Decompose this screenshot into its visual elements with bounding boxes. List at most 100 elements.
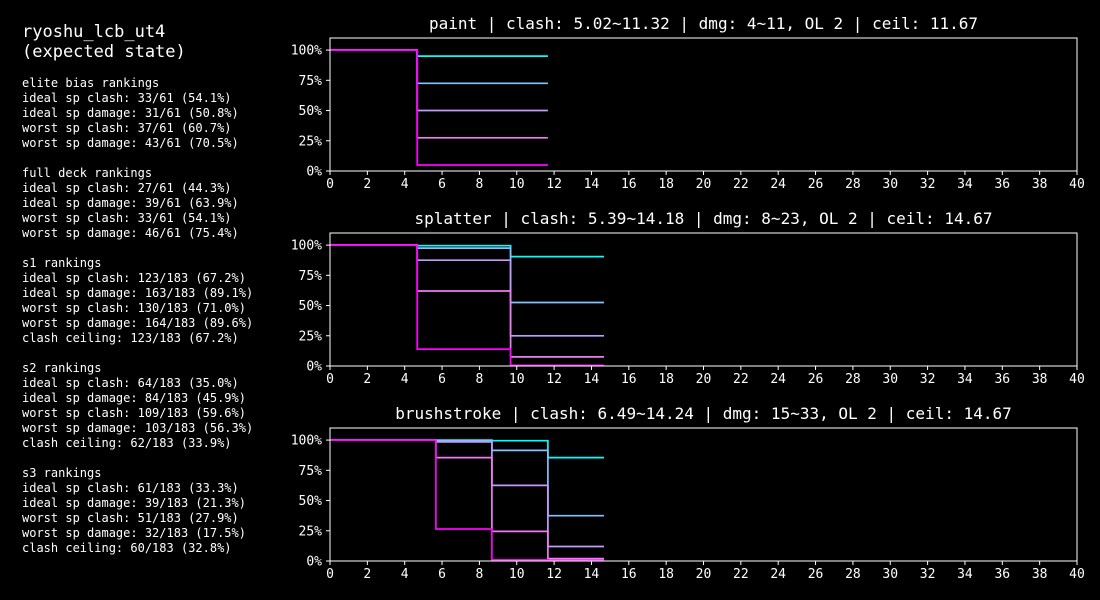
x-tick-label: 26	[808, 567, 824, 582]
series-line	[330, 244, 604, 258]
x-tick-label: 28	[845, 177, 861, 192]
x-tick-label: 14	[584, 372, 600, 387]
series-line	[330, 49, 548, 57]
plot-frame	[329, 232, 1078, 367]
x-tick-label: 40	[1069, 177, 1085, 192]
chart-title: paint | clash: 5.02~11.32 | dmg: 4~11, O…	[429, 14, 978, 33]
x-tick-label: 34	[957, 177, 973, 192]
section-heading: full deck rankings	[22, 166, 153, 180]
stat-line: ideal sp clash: 64/183 (35.0%)	[22, 376, 239, 390]
x-tick-label: 4	[401, 567, 409, 582]
x-tick-label: 24	[770, 177, 786, 192]
section-heading: s3 rankings	[22, 466, 102, 480]
x-tick-label: 30	[882, 567, 898, 582]
stat-line: ideal sp damage: 31/61 (50.8%)	[22, 106, 239, 120]
x-tick-label: 28	[845, 372, 861, 387]
x-tick-label: 24	[770, 372, 786, 387]
stat-line: ideal sp damage: 84/183 (45.9%)	[22, 391, 246, 405]
series-line	[330, 244, 604, 358]
plot-frame	[329, 37, 1078, 172]
x-tick-label: 12	[546, 177, 562, 192]
section-heading: s1 rankings	[22, 256, 102, 270]
x-tick-label: 20	[696, 177, 712, 192]
y-tick-label: 25%	[299, 524, 323, 539]
stat-line: clash ceiling: 62/183 (33.9%)	[22, 436, 232, 450]
section-elite-bias: elite bias rankings ideal sp clash: 33/6…	[22, 76, 292, 151]
series-line	[330, 244, 604, 304]
x-tick-label: 8	[475, 567, 483, 582]
x-tick-label: 40	[1069, 567, 1085, 582]
series-line	[330, 49, 548, 166]
stat-line: worst sp clash: 51/183 (27.9%)	[22, 511, 239, 525]
y-tick-label: 75%	[299, 464, 323, 479]
stat-line: ideal sp damage: 39/61 (63.9%)	[22, 196, 239, 210]
section-s2: s2 rankings ideal sp clash: 64/183 (35.0…	[22, 361, 292, 451]
x-tick-label: 10	[509, 372, 525, 387]
section-s3: s3 rankings ideal sp clash: 61/183 (33.3…	[22, 466, 292, 556]
x-tick-label: 24	[770, 567, 786, 582]
x-tick-label: 36	[994, 567, 1010, 582]
x-tick-label: 10	[509, 567, 525, 582]
x-tick-label: 32	[920, 177, 936, 192]
stat-line: ideal sp damage: 39/183 (21.3%)	[22, 496, 246, 510]
series-line	[330, 439, 604, 517]
x-tick-label: 22	[733, 567, 749, 582]
y-tick-label: 50%	[299, 494, 323, 509]
series-line	[330, 49, 548, 112]
chart-title: splatter | clash: 5.39~14.18 | dmg: 8~23…	[415, 209, 993, 228]
x-tick-label: 28	[845, 567, 861, 582]
stat-line: worst sp clash: 109/183 (59.6%)	[22, 406, 246, 420]
stat-line: ideal sp clash: 61/183 (33.3%)	[22, 481, 239, 495]
x-tick-label: 6	[438, 177, 446, 192]
series-line	[330, 439, 604, 548]
x-tick-label: 38	[1032, 177, 1048, 192]
section-heading: s2 rankings	[22, 361, 102, 375]
x-tick-label: 8	[475, 177, 483, 192]
x-tick-label: 32	[920, 372, 936, 387]
series-line	[330, 439, 604, 562]
x-tick-label: 16	[621, 177, 637, 192]
series-line	[330, 49, 548, 139]
x-tick-label: 4	[401, 177, 409, 192]
x-tick-label: 26	[808, 372, 824, 387]
y-tick-label: 50%	[299, 104, 323, 119]
chart-title: brushstroke | clash: 6.49~14.24 | dmg: 1…	[395, 404, 1012, 423]
x-tick-label: 36	[994, 372, 1010, 387]
stat-line: ideal sp damage: 163/183 (89.1%)	[22, 286, 254, 300]
x-tick-label: 6	[438, 372, 446, 387]
x-tick-label: 40	[1069, 372, 1085, 387]
stat-line: ideal sp clash: 33/61 (54.1%)	[22, 91, 232, 105]
y-tick-label: 75%	[299, 74, 323, 89]
x-tick-label: 36	[994, 177, 1010, 192]
x-tick-label: 0	[326, 567, 334, 582]
stat-line: worst sp clash: 33/61 (54.1%)	[22, 211, 232, 225]
stat-line: worst sp damage: 103/183 (56.3%)	[22, 421, 254, 435]
x-tick-label: 38	[1032, 567, 1048, 582]
x-tick-label: 14	[584, 177, 600, 192]
x-tick-label: 8	[475, 372, 483, 387]
stat-line: ideal sp clash: 27/61 (44.3%)	[22, 181, 232, 195]
x-tick-label: 16	[621, 567, 637, 582]
x-tick-label: 30	[882, 372, 898, 387]
stat-line: worst sp damage: 32/183 (17.5%)	[22, 526, 246, 540]
x-tick-label: 0	[326, 372, 334, 387]
x-tick-label: 22	[733, 372, 749, 387]
x-tick-label: 10	[509, 177, 525, 192]
x-tick-label: 18	[658, 177, 674, 192]
y-tick-label: 75%	[299, 269, 323, 284]
x-tick-label: 34	[957, 567, 973, 582]
x-tick-label: 2	[363, 567, 371, 582]
x-tick-label: 38	[1032, 372, 1048, 387]
x-tick-label: 26	[808, 177, 824, 192]
x-tick-label: 14	[584, 567, 600, 582]
x-tick-label: 12	[546, 372, 562, 387]
x-tick-label: 30	[882, 177, 898, 192]
stat-line: worst sp clash: 37/61 (60.7%)	[22, 121, 232, 135]
section-s1: s1 rankings ideal sp clash: 123/183 (67.…	[22, 256, 292, 346]
x-tick-label: 18	[658, 372, 674, 387]
x-tick-label: 20	[696, 372, 712, 387]
x-tick-label: 4	[401, 372, 409, 387]
y-tick-label: 25%	[299, 134, 323, 149]
stat-line: worst sp damage: 43/61 (70.5%)	[22, 136, 239, 150]
